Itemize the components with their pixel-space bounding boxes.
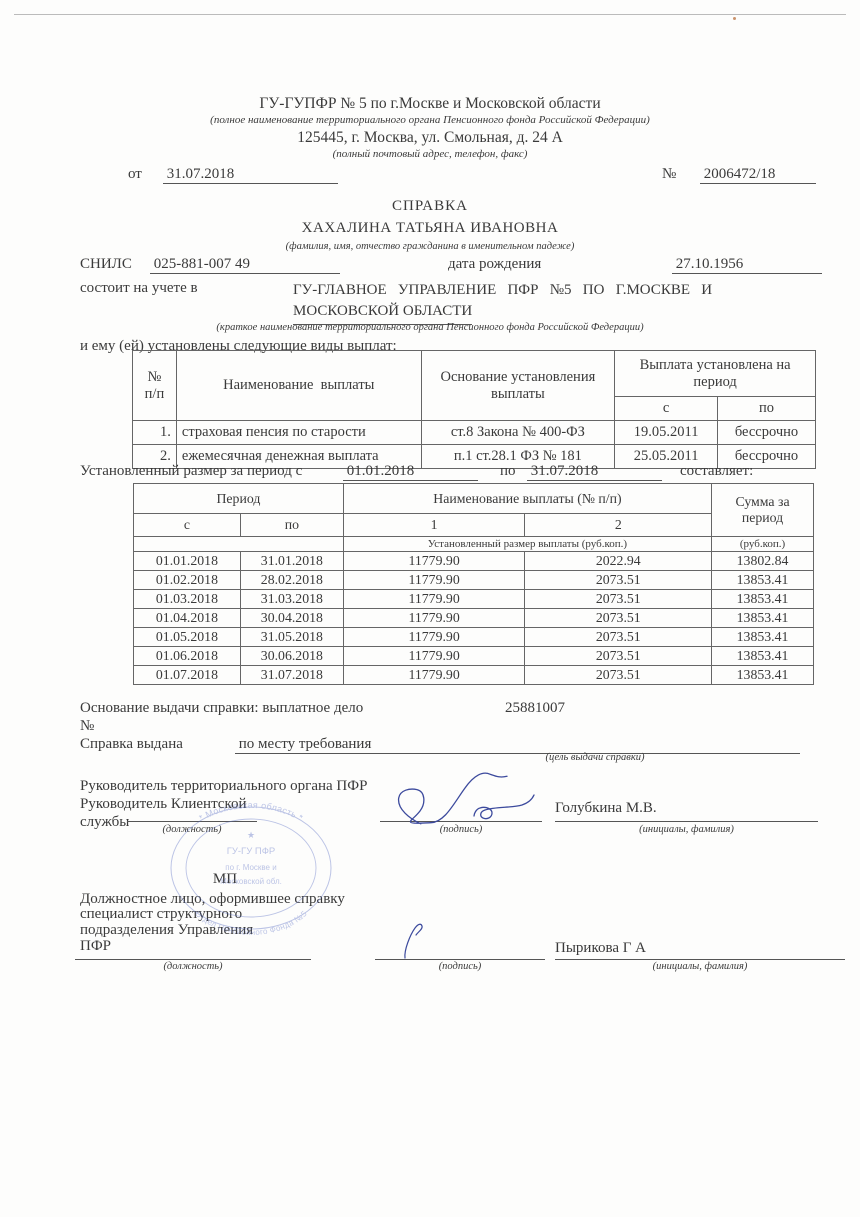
svg-text:ГУ-ГУ ПФР: ГУ-ГУ ПФР [227,846,276,857]
svg-text:* Московская область *: * Московская область * [197,800,305,823]
svg-text:по г. Москве и: по г. Москве и [225,863,276,872]
svg-text:★: ★ [247,830,255,840]
svg-text:Отдел Пенсионного Фонда №5: Отдел Пенсионного Фонда №5 [193,909,309,937]
svg-text:Московской обл.: Московской обл. [220,877,282,886]
